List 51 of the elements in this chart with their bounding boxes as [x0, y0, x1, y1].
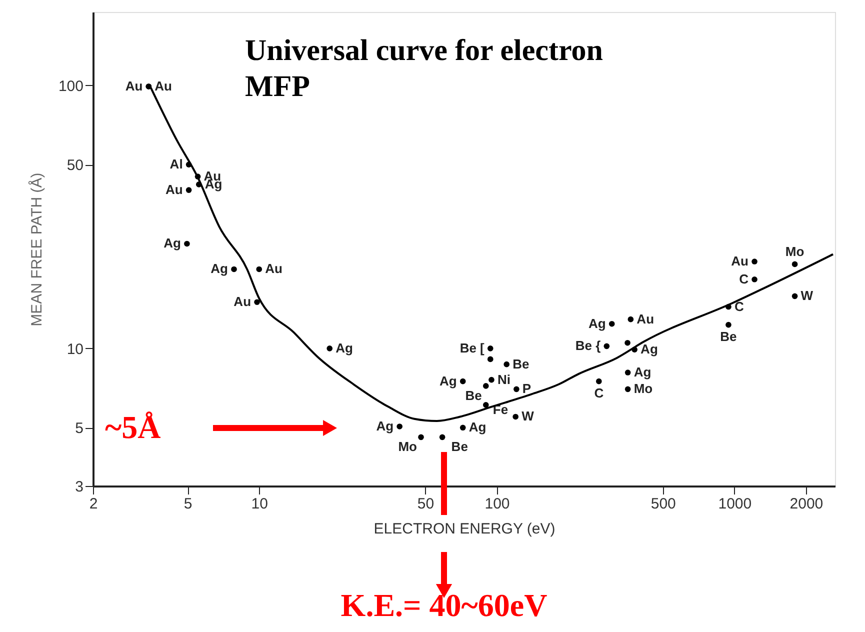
y-tick-label: 50	[66, 157, 84, 174]
data-label: W	[800, 288, 814, 304]
text: Universal curve for electron MFP	[245, 34, 604, 103]
data-label: Ni	[497, 372, 510, 387]
data-label: Au	[165, 182, 183, 198]
data-label: Be [	[460, 340, 486, 356]
x-tick-label: 1000	[718, 496, 752, 512]
x-tick-label: 50	[417, 496, 434, 512]
x-tick-label: 10	[251, 496, 268, 512]
data-label: Be {	[575, 338, 601, 354]
data-label: C	[734, 298, 744, 314]
data-label: Mo	[634, 381, 653, 396]
data-label: Al	[170, 156, 183, 172]
y-tick-label: 5	[75, 420, 84, 438]
x-tick-label: 2	[89, 496, 98, 512]
data-label: Mo	[785, 244, 804, 260]
data-label: Ag	[336, 340, 354, 356]
x-tick-label: 100	[484, 496, 510, 512]
data-label: Ag	[634, 364, 652, 380]
y-tick-label: 100	[58, 78, 84, 95]
data-label: C	[739, 271, 750, 286]
data-label: Ag	[210, 261, 228, 276]
data-label: P	[522, 381, 532, 396]
data-label: Au	[154, 78, 172, 94]
x-axis-title: ELECTRON ENERGY (eV)	[374, 520, 556, 538]
data-label: Au	[731, 254, 749, 269]
data-label: Au	[125, 78, 143, 94]
x-tick-label: 500	[650, 496, 676, 512]
y-tick-label: 10	[66, 340, 84, 358]
text: K.E.= 40~60eV	[340, 587, 548, 623]
data-label: Ag	[468, 420, 486, 435]
data-label: Ag	[376, 418, 394, 434]
data-label: Be	[465, 388, 482, 403]
data-label: Be	[451, 439, 468, 454]
data-label: Ag	[164, 236, 181, 251]
data-label: C	[594, 385, 604, 400]
x-tick-label: 5	[184, 496, 192, 512]
y-tick-label: 3	[75, 478, 84, 496]
data-label: Ag	[440, 373, 457, 388]
x-tick-label: 2000	[790, 496, 824, 512]
data-label: Ag	[588, 316, 606, 331]
data-label: Ag	[640, 342, 658, 357]
data-label: Be	[720, 328, 737, 344]
y-axis-title: MEAN FREE PATH (Å)	[27, 172, 46, 326]
data-label: Au	[234, 294, 252, 310]
data-label: Mo	[398, 439, 418, 454]
data-label: W	[522, 408, 535, 424]
data-label: Be	[512, 356, 530, 372]
data-label: Au	[265, 261, 282, 276]
data-label: Au	[636, 311, 654, 326]
annotation: ~5Å	[105, 409, 161, 445]
